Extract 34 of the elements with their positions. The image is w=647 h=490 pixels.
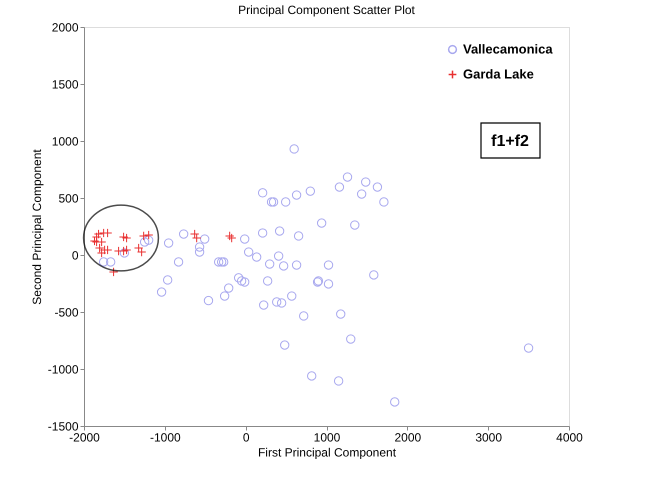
y-tick-label: 1000	[52, 134, 79, 148]
y-tick-label: 2000	[52, 20, 79, 34]
point	[122, 245, 132, 255]
point	[122, 233, 132, 243]
x-tick-label: 3000	[475, 430, 502, 444]
point	[190, 229, 200, 239]
point	[224, 231, 234, 241]
point	[136, 247, 146, 257]
point	[227, 233, 236, 243]
x-tick-label: 1000	[314, 430, 341, 444]
point	[138, 231, 148, 241]
legend-label: Garda Lake	[463, 66, 534, 82]
x-tick-label: 4000	[556, 430, 584, 444]
y-tick-label: 0	[72, 248, 79, 262]
point	[118, 232, 128, 242]
point	[144, 230, 154, 240]
y-tick-label: 1500	[52, 78, 79, 92]
point	[134, 243, 144, 253]
point	[94, 229, 104, 239]
x-tick-label: 0	[242, 430, 250, 444]
point	[108, 267, 118, 277]
y-tick-label: 500	[58, 192, 79, 206]
y-tick-label: -1000	[48, 362, 79, 376]
chart-title: Principal Component Scatter Plot	[238, 3, 416, 17]
y-tick-label: -500	[54, 306, 79, 320]
x-tick-label: 2000	[394, 430, 422, 444]
y-axis-title: Second Principal Component	[30, 148, 44, 305]
legend-label: Vallecamonica	[463, 42, 554, 56]
annotation: f1+f2	[491, 133, 529, 150]
x-axis-title: First Principal Component	[258, 446, 397, 460]
x-tick-label: -2000	[69, 430, 100, 444]
point	[192, 233, 202, 243]
y-tick-label: -1500	[48, 420, 79, 434]
x-tick-label: -1000	[150, 430, 181, 444]
